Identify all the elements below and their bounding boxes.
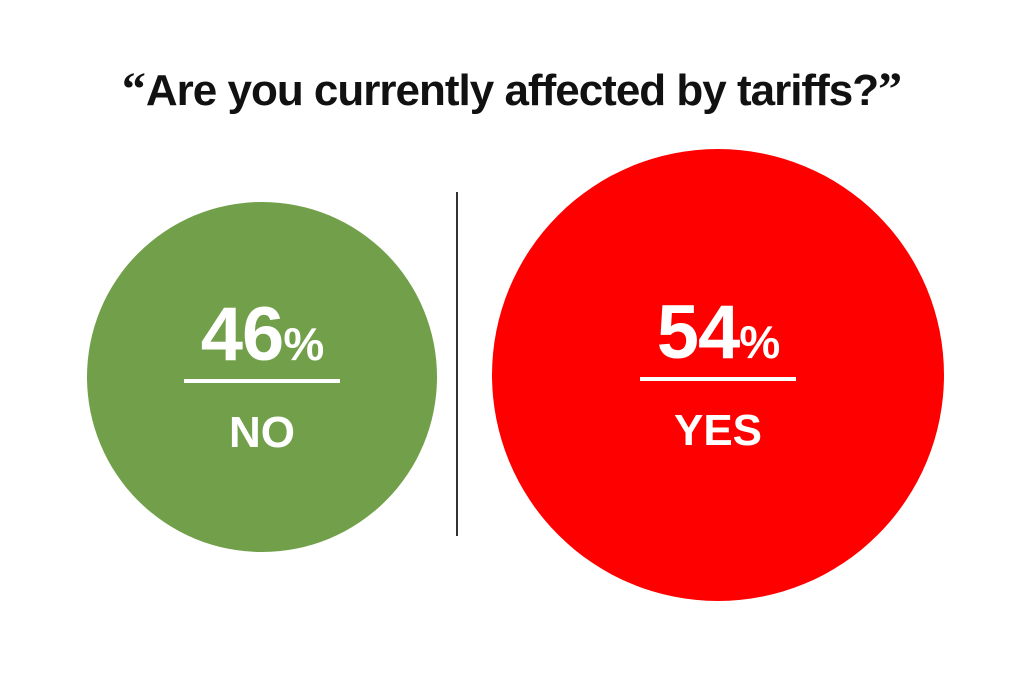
title-open-quote: “ [121,63,146,116]
bubble-no [87,202,437,552]
divider-line [456,192,458,536]
value-yes: 54 [656,290,741,375]
value-label-yes: 54% [568,295,868,380]
title-close-quote: ” [878,63,903,116]
value-label-no: 46% [112,297,412,382]
value-no: 46 [200,292,285,377]
title-text: Are you currently affected by tariffs? [145,66,879,115]
unit-no: % [283,318,324,370]
underline-yes [640,377,796,381]
category-label-yes: YES [673,406,763,455]
bubble-yes [492,149,944,601]
category-label-no: NO [229,408,295,457]
chart-title: “Are you currently affected by tariffs?” [0,62,1024,117]
unit-yes: % [739,316,780,368]
underline-no [184,379,340,383]
